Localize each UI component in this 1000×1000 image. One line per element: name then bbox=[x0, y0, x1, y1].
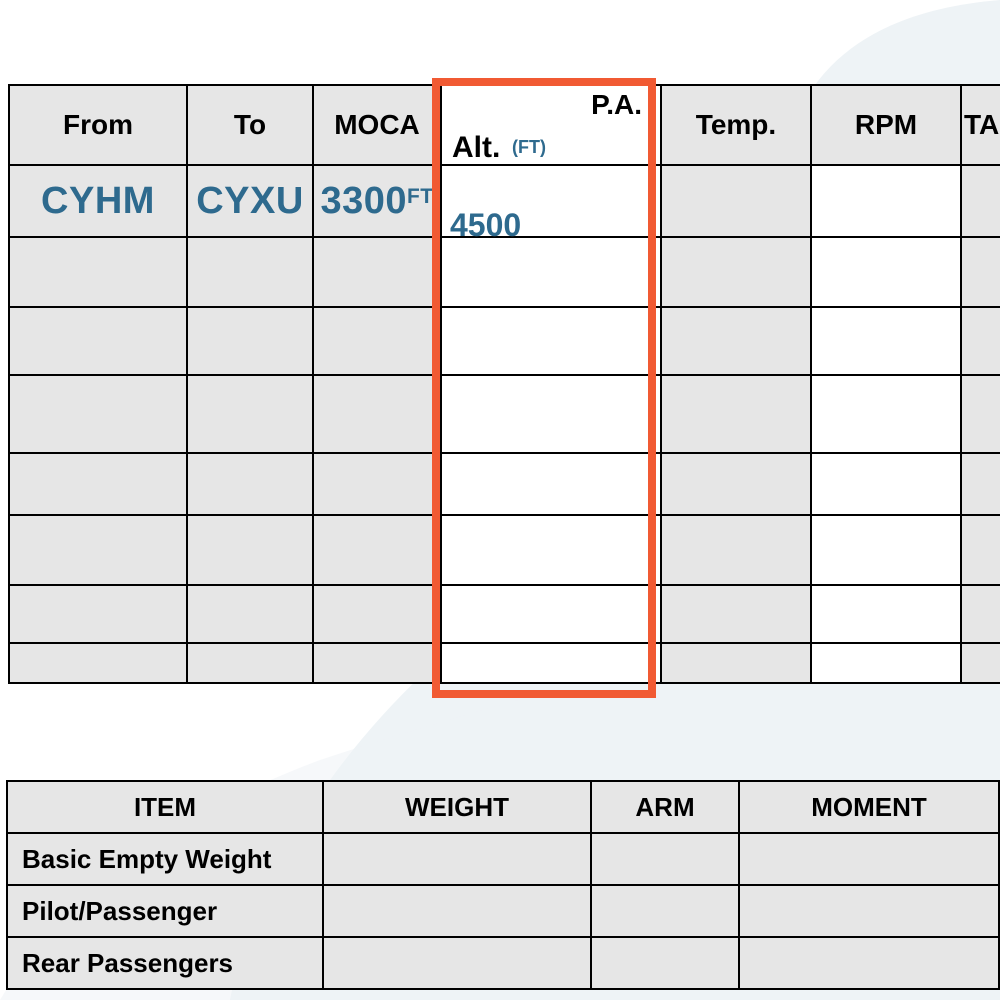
alt-unit-label: (FT) bbox=[512, 137, 546, 158]
nav-cell bbox=[661, 453, 811, 515]
col-header-to: To bbox=[187, 85, 313, 165]
nav-cell bbox=[961, 453, 1000, 515]
nav-cell: CYHM bbox=[9, 165, 187, 237]
nav-cell bbox=[811, 515, 961, 585]
wb-cell bbox=[591, 833, 739, 885]
nav-cell bbox=[313, 307, 441, 375]
nav-cell bbox=[661, 643, 811, 683]
col-header-altitude: Alt. (FT) P.A. bbox=[441, 85, 661, 165]
nav-cell: 3300FT bbox=[313, 165, 441, 237]
wb-cell bbox=[591, 885, 739, 937]
from-value: CYHM bbox=[41, 180, 155, 222]
nav-cell bbox=[811, 307, 961, 375]
nav-row bbox=[9, 643, 1000, 683]
nav-cell bbox=[187, 585, 313, 643]
navigation-log-table: FromToMOCA Alt. (FT) P.A. Temp.RPMTAS CYHM CYX… bbox=[8, 84, 1000, 684]
moca-value: 3300FT bbox=[320, 180, 433, 222]
nav-cell bbox=[661, 585, 811, 643]
nav-cell bbox=[313, 585, 441, 643]
nav-cell bbox=[961, 585, 1000, 643]
wb-cell bbox=[591, 937, 739, 989]
nav-cell bbox=[313, 643, 441, 683]
nav-cell bbox=[313, 515, 441, 585]
wb-cell bbox=[739, 937, 999, 989]
nav-cell bbox=[187, 515, 313, 585]
nav-cell bbox=[661, 165, 811, 237]
alt-label: Alt. bbox=[452, 131, 500, 165]
nav-cell bbox=[811, 375, 961, 453]
nav-cell bbox=[961, 375, 1000, 453]
nav-cell bbox=[187, 453, 313, 515]
wb-cell bbox=[323, 833, 591, 885]
wb-header-item: ITEM bbox=[7, 781, 323, 833]
nav-cell bbox=[811, 453, 961, 515]
nav-cell bbox=[961, 307, 1000, 375]
nav-cell bbox=[961, 515, 1000, 585]
col-header-from: From bbox=[9, 85, 187, 165]
nav-cell bbox=[187, 375, 313, 453]
nav-cell bbox=[9, 307, 187, 375]
nav-cell bbox=[961, 165, 1000, 237]
wb-header-arm: ARM bbox=[591, 781, 739, 833]
nav-cell bbox=[313, 237, 441, 307]
nav-cell bbox=[441, 237, 661, 307]
wb-item-label: Basic Empty Weight bbox=[7, 833, 323, 885]
col-header-moca: MOCA bbox=[313, 85, 441, 165]
nav-cell bbox=[441, 515, 661, 585]
nav-row bbox=[9, 515, 1000, 585]
nav-cell bbox=[661, 515, 811, 585]
wb-cell bbox=[739, 833, 999, 885]
nav-cell bbox=[9, 643, 187, 683]
nav-cell bbox=[441, 375, 661, 453]
nav-cell bbox=[961, 643, 1000, 683]
nav-cell bbox=[661, 375, 811, 453]
wb-cell bbox=[323, 885, 591, 937]
nav-row bbox=[9, 453, 1000, 515]
nav-cell bbox=[661, 307, 811, 375]
nav-cell bbox=[187, 307, 313, 375]
to-value: CYXU bbox=[196, 180, 304, 222]
nav-row: CYHM CYXU 3300FT4500 bbox=[9, 165, 1000, 237]
nav-cell bbox=[441, 453, 661, 515]
wb-item-label: Pilot/Passenger bbox=[7, 885, 323, 937]
weight-balance-table: ITEMWEIGHTARMMOMENT Basic Empty WeightPil… bbox=[6, 780, 1000, 990]
nav-cell bbox=[9, 453, 187, 515]
nav-cell bbox=[9, 515, 187, 585]
nav-cell: CYXU bbox=[187, 165, 313, 237]
pressure-alt-label: P.A. bbox=[591, 89, 642, 121]
wb-cell bbox=[739, 885, 999, 937]
nav-cell bbox=[187, 237, 313, 307]
nav-row bbox=[9, 307, 1000, 375]
nav-row bbox=[9, 375, 1000, 453]
nav-cell bbox=[811, 643, 961, 683]
nav-cell bbox=[441, 585, 661, 643]
nav-row bbox=[9, 585, 1000, 643]
col-header-tas: TAS bbox=[961, 85, 1000, 165]
col-header-rpm: RPM bbox=[811, 85, 961, 165]
nav-cell bbox=[313, 453, 441, 515]
nav-cell bbox=[9, 585, 187, 643]
nav-cell bbox=[811, 165, 961, 237]
wb-header-weight: WEIGHT bbox=[323, 781, 591, 833]
nav-row bbox=[9, 237, 1000, 307]
wb-item-label: Rear Passengers bbox=[7, 937, 323, 989]
nav-cell bbox=[961, 237, 1000, 307]
nav-cell bbox=[441, 307, 661, 375]
wb-row: Pilot/Passenger bbox=[7, 885, 999, 937]
nav-cell bbox=[9, 237, 187, 307]
wb-cell bbox=[323, 937, 591, 989]
wb-header-moment: MOMENT bbox=[739, 781, 999, 833]
nav-cell bbox=[187, 643, 313, 683]
nav-cell bbox=[9, 375, 187, 453]
col-header-temp-: Temp. bbox=[661, 85, 811, 165]
wb-row: Rear Passengers bbox=[7, 937, 999, 989]
nav-cell bbox=[811, 237, 961, 307]
nav-cell bbox=[441, 643, 661, 683]
wb-row: Basic Empty Weight bbox=[7, 833, 999, 885]
alt-value: 4500 bbox=[450, 207, 521, 244]
nav-cell bbox=[313, 375, 441, 453]
nav-cell bbox=[661, 237, 811, 307]
nav-cell: 4500 bbox=[441, 165, 661, 237]
nav-cell bbox=[811, 585, 961, 643]
